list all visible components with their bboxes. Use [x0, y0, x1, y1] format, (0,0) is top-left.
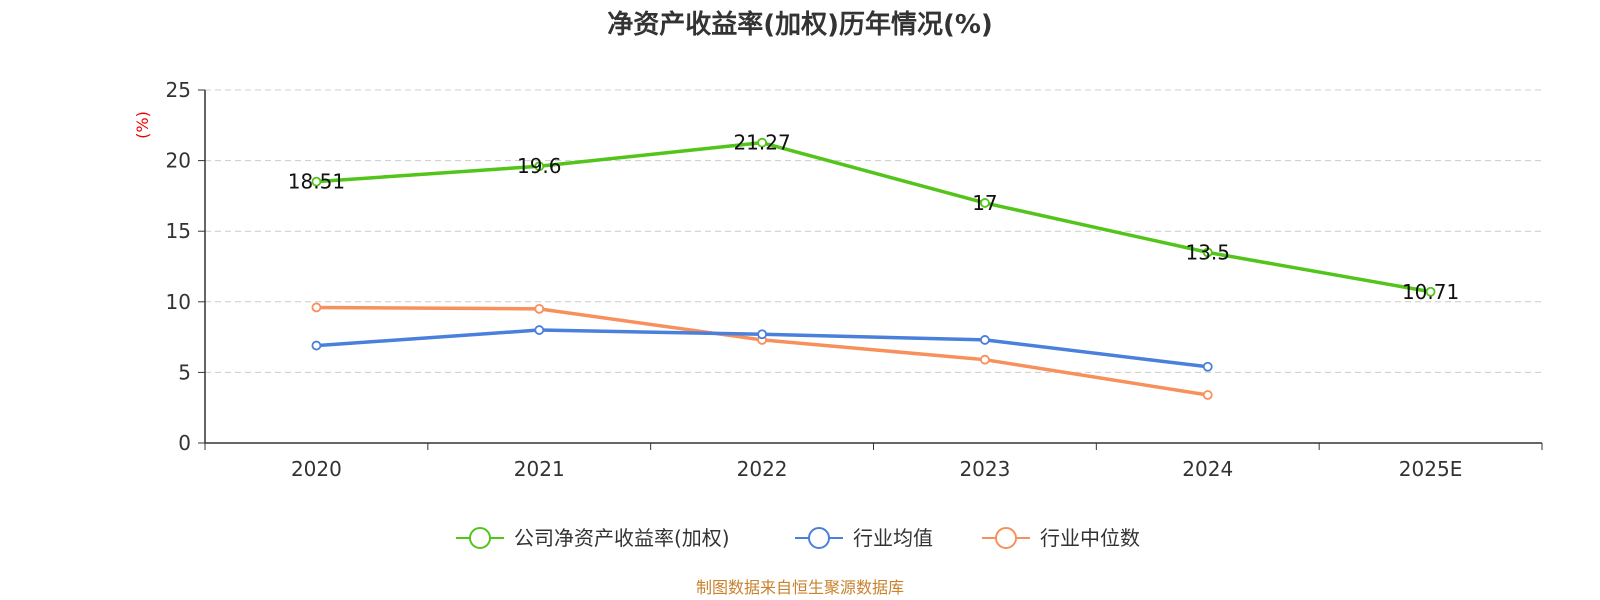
data-point-0-2022[interactable] [757, 137, 767, 148]
data-point-1-2023[interactable] [980, 335, 990, 345]
data-point-0-2023[interactable] [980, 198, 990, 208]
legend-swatch-marker-1 [808, 527, 830, 549]
y-tick-label-5: 25 [166, 78, 191, 102]
legend-swatch-marker-0 [469, 527, 491, 549]
x-tick-label-2021: 2021 [514, 457, 565, 481]
data-label-0-2022: 21.27 [733, 131, 790, 155]
data-point-1-2021[interactable] [534, 325, 545, 335]
legend-label-1: 行业均值 [853, 526, 933, 550]
data-label-0-2025E: 10.71 [1402, 280, 1459, 304]
legend-item-2[interactable]: 行业中位数 [982, 526, 1140, 550]
y-tick-label-0: 0 [178, 431, 191, 455]
grid-lines [205, 89, 1542, 373]
data-point-1-2020[interactable] [311, 340, 322, 351]
x-tick-label-2020: 2020 [291, 457, 342, 481]
data-point-1-2022[interactable] [757, 329, 767, 340]
data-point-2-2023[interactable] [980, 354, 990, 365]
y-tick-label-3: 15 [166, 219, 191, 243]
axes [204, 90, 1542, 444]
y-tick-label-2: 10 [166, 290, 191, 314]
series-1 [311, 325, 1213, 372]
legend[interactable]: 公司净资产收益率(加权) 行业均值 行业中位数 [456, 526, 1140, 550]
x-ticks: 2020 2021 2022 2023 2024 2025E [204, 443, 1543, 481]
data-point-0-2025E[interactable] [1425, 286, 1436, 297]
data-label-0-2020: 18.51 [288, 170, 345, 194]
y-ticks: 0 5 10 15 20 25 [166, 78, 205, 455]
labels-layer: 18.51 19.6 21.27 17 13.5 10.71 [288, 131, 1459, 304]
data-label-0-2023: 17 [972, 191, 997, 215]
data-point-2-2021[interactable] [534, 303, 545, 314]
legend-item-1[interactable]: 行业均值 [795, 526, 933, 550]
series-layer [311, 137, 1436, 400]
x-tick-label-2022: 2022 [737, 457, 788, 481]
data-point-0-2021[interactable] [534, 161, 545, 172]
legend-swatch-marker-2 [995, 527, 1017, 549]
y-axis-label: (%) [133, 111, 152, 139]
legend-label-2: 行业中位数 [1040, 526, 1140, 550]
x-tick-label-2024: 2024 [1182, 457, 1233, 481]
data-point-2-2024[interactable] [1202, 390, 1213, 400]
data-point-0-2024[interactable] [1202, 247, 1213, 258]
legend-item-0[interactable]: 公司净资产收益率(加权) [456, 526, 730, 550]
data-label-0-2021: 19.6 [517, 154, 562, 178]
data-label-0-2024: 13.5 [1185, 240, 1230, 264]
data-point-0-2020[interactable] [311, 176, 322, 187]
x-tick-label-2023: 2023 [959, 457, 1010, 481]
series-0 [311, 137, 1436, 297]
y-tick-label-4: 20 [166, 149, 191, 173]
source-text: 制图数据来自恒生聚源数据库 [696, 578, 904, 597]
legend-label-0: 公司净资产收益率(加权) [514, 526, 730, 550]
y-tick-label-1: 5 [178, 360, 191, 384]
x-tick-label-2025E: 2025E [1399, 457, 1463, 481]
series-line-0 [314, 140, 1433, 294]
data-point-2-2020[interactable] [311, 302, 322, 313]
data-point-1-2024[interactable] [1202, 361, 1213, 372]
chart-title: 净资产收益率(加权)历年情况(%) [607, 9, 993, 40]
